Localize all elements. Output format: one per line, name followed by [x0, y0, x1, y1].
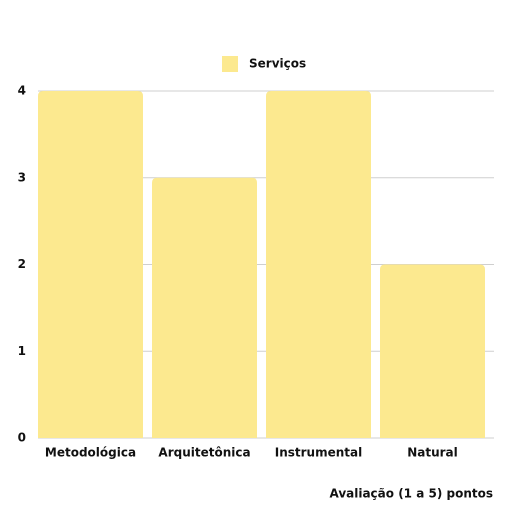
y-tick-label: 0	[18, 431, 26, 445]
x-axis-title: Avaliação (1 a 5) pontos	[329, 487, 493, 501]
x-tick-label: Metodológica	[45, 446, 136, 460]
y-tick-label: 3	[18, 170, 26, 184]
y-tick-label: 2	[18, 257, 26, 271]
y-tick-label: 4	[18, 84, 26, 98]
bar	[380, 264, 485, 438]
legend-swatch	[222, 56, 238, 72]
bar	[152, 177, 257, 438]
x-tick-label: Natural	[407, 446, 458, 460]
x-tick-label: Instrumental	[275, 446, 362, 460]
bar	[38, 91, 143, 438]
x-tick-label: Arquitetônica	[158, 446, 250, 460]
bar	[266, 91, 371, 438]
y-tick-label: 1	[18, 344, 26, 358]
legend-label: Serviços	[249, 57, 306, 71]
